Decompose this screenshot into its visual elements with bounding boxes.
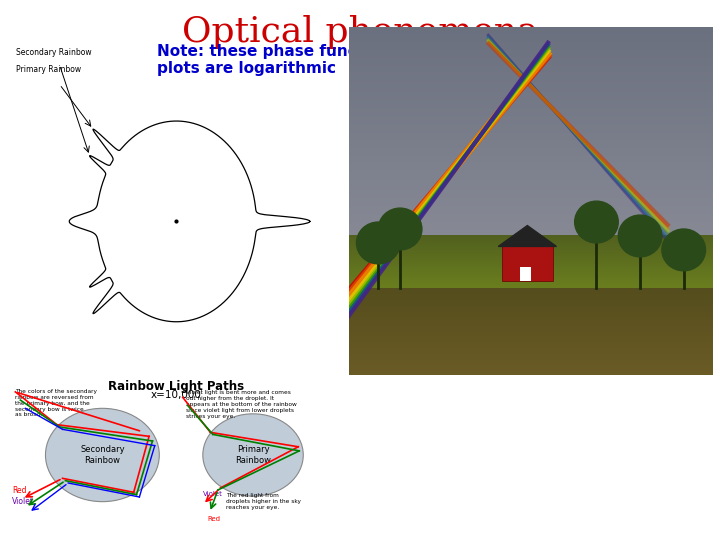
Bar: [520, 267, 531, 281]
Text: Violet: Violet: [12, 497, 34, 507]
Text: • Primary rainbow: • Primary rainbow: [365, 295, 516, 310]
Text: Violet light is bent more and comes
out higher from the droplet. It
appears at t: Violet light is bent more and comes out …: [186, 390, 297, 418]
Circle shape: [378, 208, 422, 250]
Text: Red: Red: [12, 487, 27, 495]
Text: • Secondary rainbow: • Secondary rainbow: [365, 313, 538, 328]
Text: Rainbow Light Paths: Rainbow Light Paths: [108, 380, 244, 393]
Text: : single internal reflection: : single internal reflection: [468, 295, 656, 310]
Text: : for large particles (x = 10,0000), the: : for large particles (x = 10,0000), the: [420, 217, 700, 232]
Text: The colors of the secondary
rainbow are reversed from
the primary bow, and the
s: The colors of the secondary rainbow are …: [15, 389, 97, 417]
Text: phase function become very narrow (almost: phase function become very narrow (almos…: [365, 247, 690, 262]
Text: forward and backward peaks in the scattering: forward and backward peaks in the scatte…: [365, 232, 703, 247]
Text: Note: these phase function
plots are logarithmic: Note: these phase function plots are log…: [157, 44, 390, 76]
Text: Primary Rainbow: Primary Rainbow: [16, 65, 81, 74]
Bar: [502, 246, 553, 281]
Text: Secondary
Rainbow: Secondary Rainbow: [80, 446, 125, 465]
Text: Red: Red: [208, 516, 221, 522]
Text: non-existent). Light paths are best predicted: non-existent). Light paths are best pred…: [365, 262, 693, 277]
Text: The red light from
droplets higher in the sky
reaches your eye.: The red light from droplets higher in th…: [226, 494, 301, 510]
Text: Secondary Rainbow: Secondary Rainbow: [16, 48, 91, 57]
Text: x=10,000: x=10,000: [151, 390, 202, 400]
Polygon shape: [498, 226, 557, 246]
Circle shape: [662, 229, 706, 271]
Circle shape: [45, 408, 159, 502]
Text: : double internal reflection: : double internal reflection: [485, 313, 680, 328]
Text: • Rainbow: • Rainbow: [365, 217, 450, 232]
Text: Primary
Rainbow: Primary Rainbow: [235, 446, 271, 465]
Circle shape: [575, 201, 618, 243]
Circle shape: [618, 215, 662, 257]
Text: Violet: Violet: [203, 491, 222, 497]
Text: using geometric optics and ray tracing: using geometric optics and ray tracing: [365, 277, 649, 292]
Circle shape: [203, 414, 303, 496]
Circle shape: [356, 222, 400, 264]
Text: Optical phenomena: Optical phenomena: [181, 15, 539, 49]
